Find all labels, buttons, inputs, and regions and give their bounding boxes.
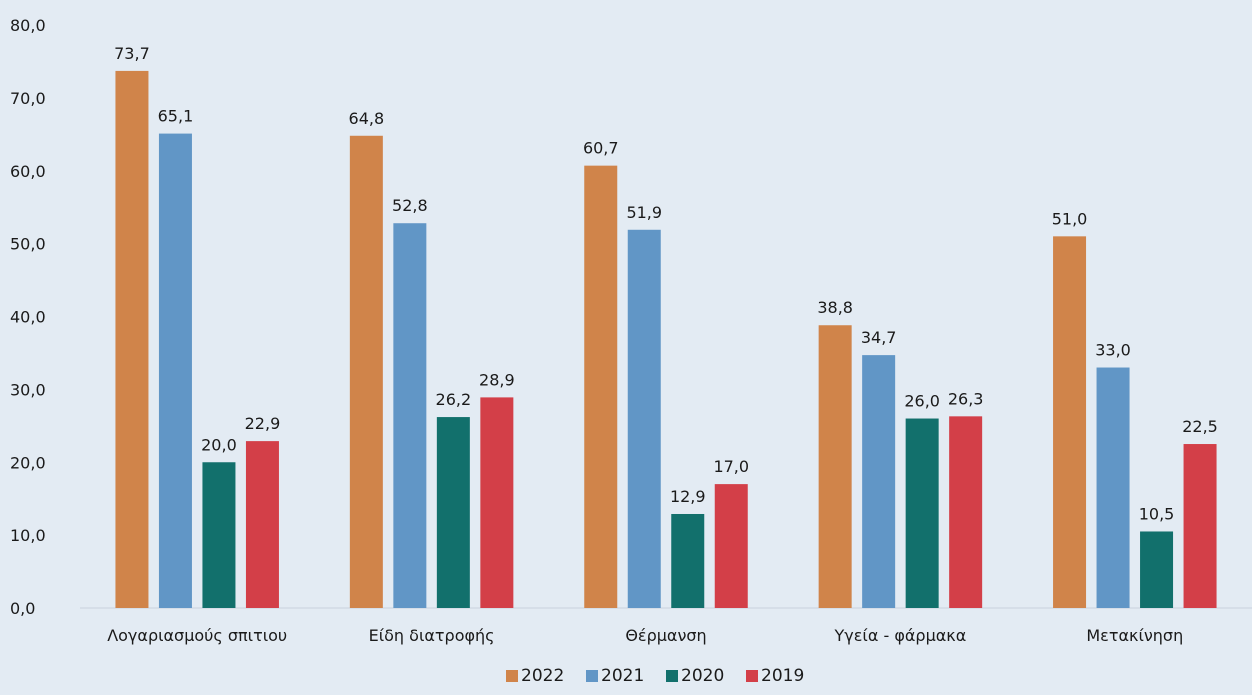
data-label: 65,1	[158, 107, 194, 126]
data-label: 26,0	[904, 392, 940, 411]
y-tick-label: 60,0	[10, 162, 46, 181]
legend: 2022 2021 2020 2019	[506, 666, 804, 686]
legend-swatch	[666, 670, 678, 682]
y-tick-label: 30,0	[10, 380, 46, 399]
bar-2022-0	[115, 70, 149, 608]
bar-2020-4	[1140, 531, 1174, 608]
data-label: 64,8	[349, 109, 385, 128]
bar-2021-4	[1096, 367, 1130, 608]
data-label: 51,9	[626, 203, 662, 222]
data-label: 26,2	[436, 390, 472, 409]
data-label: 38,8	[817, 298, 853, 317]
bar-2019-2	[714, 484, 748, 608]
legend-label: 2019	[761, 666, 804, 686]
bar-2021-2	[627, 229, 661, 608]
data-label: 60,7	[583, 139, 619, 158]
x-category-label: Θέρμανση	[625, 626, 706, 645]
data-label: 26,3	[948, 389, 984, 408]
x-category-label: Μετακίνηση	[1086, 626, 1183, 645]
bar-2021-1	[393, 223, 427, 608]
y-tick-label: 50,0	[10, 235, 46, 254]
data-label: 22,5	[1182, 417, 1218, 436]
legend-label: 2021	[601, 666, 644, 686]
data-label: 12,9	[670, 487, 706, 506]
legend-label: 2020	[681, 666, 724, 686]
bar-2022-4	[1053, 236, 1087, 608]
data-label: 33,0	[1095, 341, 1131, 360]
data-labels: 73,7 65,1 20,0 22,9 64,8 52,8 26,2 28,9 60,7 51,9…	[114, 44, 1218, 524]
bars	[115, 70, 1217, 609]
data-label: 52,8	[392, 196, 428, 215]
bar-2021-3	[862, 355, 896, 608]
category-labels: Λογαριασμούς σπιτιου Είδη διατροφής Θέρμαν…	[107, 626, 1183, 645]
bar-2019-4	[1183, 444, 1217, 608]
y-tick-label: 0,0	[10, 599, 35, 618]
x-category-label: Λογαριασμούς σπιτιου	[107, 626, 287, 645]
bar-2020-3	[905, 418, 939, 608]
bar-2020-1	[436, 417, 470, 608]
y-tick-label: 20,0	[10, 453, 46, 472]
data-label: 20,0	[201, 435, 237, 454]
legend-swatch	[506, 670, 518, 682]
y-tick-label: 40,0	[10, 308, 46, 327]
data-label: 17,0	[713, 457, 749, 476]
y-tick-label: 70,0	[10, 89, 46, 108]
bar-2019-1	[480, 397, 514, 608]
legend-label: 2022	[521, 666, 564, 686]
y-tick-label: 80,0	[10, 16, 46, 35]
bar-2020-0	[202, 462, 236, 608]
bar-2019-0	[245, 441, 279, 608]
bar-2021-0	[158, 133, 192, 609]
data-label: 28,9	[479, 370, 515, 389]
data-label: 22,9	[245, 414, 281, 433]
data-label: 51,0	[1052, 209, 1088, 228]
legend-swatch	[586, 670, 598, 682]
x-category-label: Υγεία - φάρμακα	[834, 626, 967, 645]
data-label: 10,5	[1139, 504, 1175, 523]
legend-swatch	[746, 670, 758, 682]
bar-2022-1	[349, 135, 383, 608]
y-tick-label: 10,0	[10, 526, 46, 545]
data-label: 73,7	[114, 44, 150, 63]
bar-2019-3	[949, 416, 983, 608]
bar-2022-3	[818, 325, 852, 608]
x-category-label: Είδη διατροφής	[369, 626, 495, 645]
y-axis: 0,0 10,0 20,0 30,0 40,0 50,0 60,0 70,0 80,0	[10, 16, 46, 618]
bar-2020-2	[671, 513, 705, 608]
data-label: 34,7	[861, 328, 897, 347]
bar-2022-2	[584, 165, 618, 608]
